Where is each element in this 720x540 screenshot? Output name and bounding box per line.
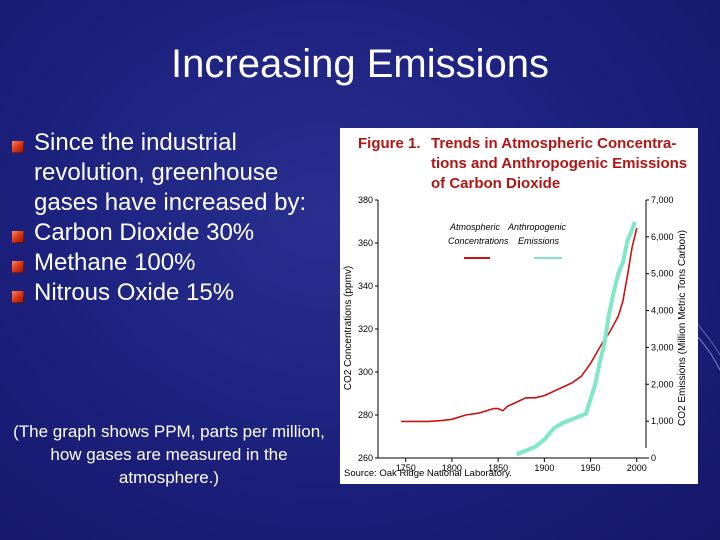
- bullet-item: Nitrous Oxide 15%: [8, 278, 338, 308]
- bullet-text: Carbon Dioxide 30%: [34, 219, 255, 246]
- figure-title-line-2: tions and Anthropogenic Emissions: [431, 155, 687, 172]
- series-line-concentrations: [401, 227, 638, 423]
- y-tick-label: 260: [358, 453, 373, 463]
- co2-figure: Figure 1. Trends in Atmospheric Concentr…: [340, 128, 698, 484]
- y2-tick-label: 7,000: [651, 195, 674, 205]
- y2-tick-label: 1,000: [651, 416, 674, 426]
- x-tick-label: 1900: [534, 463, 554, 473]
- y-tick-label: 360: [358, 238, 373, 248]
- y2-tick-label: 4,000: [651, 306, 674, 316]
- bullet-square-icon: [12, 261, 24, 273]
- bullet-text: Nitrous Oxide 15%: [34, 279, 235, 306]
- y-tick-label: 340: [358, 281, 373, 291]
- y2-tick-label: 6,000: [651, 232, 674, 242]
- x-tick-label: 2000: [627, 463, 647, 473]
- legend-title-2: Anthropogenic: [507, 222, 567, 232]
- y-tick-label: 320: [358, 324, 373, 334]
- data-lines: [401, 221, 638, 457]
- bullet-square-icon: [12, 231, 24, 243]
- co2-chart: Figure 1. Trends in Atmospheric Concentr…: [343, 135, 688, 479]
- y2-axis-label: CO2 Emissions (Million Metric Tons Carbo…: [677, 230, 688, 426]
- y-axis-label: CO2 Concentrations (ppmv): [343, 266, 354, 391]
- slide-title: Increasing Emissions: [171, 42, 549, 86]
- bullet-square-icon: [12, 291, 24, 303]
- bullet-item: Since the industrial revolution, greenho…: [8, 128, 338, 218]
- bullet-list: Since the industrial revolution, greenho…: [8, 128, 338, 308]
- bullet-text: Methane 100%: [34, 249, 196, 276]
- y2-tick-label: 5,000: [651, 269, 674, 279]
- x-tick-label: 1800: [442, 463, 462, 473]
- bullet-item: Methane 100%: [8, 248, 338, 278]
- legend-label-concentrations: Concentrations: [448, 236, 509, 246]
- y2-tick-label: 0: [651, 453, 656, 463]
- chart-legend: Atmospheric Anthropogenic Concentrations…: [448, 222, 567, 259]
- axis-ticks: 1750 1800 1850 1900 1950 2000 260 280 300 320 340 3…: [358, 195, 674, 473]
- y2-tick-label: 2,000: [651, 379, 674, 389]
- figure-title-line-1: Trends in Atmospheric Concentra-: [431, 135, 676, 152]
- x-tick-label: 1750: [396, 463, 416, 473]
- y-tick-label: 280: [358, 410, 373, 420]
- y-tick-label: 300: [358, 367, 373, 377]
- legend-title-1: Atmospheric: [449, 222, 501, 232]
- legend-label-emissions: Emissions: [518, 236, 560, 246]
- bullet-item: Carbon Dioxide 30%: [8, 218, 338, 248]
- bullet-text: Since the industrial revolution, greenho…: [34, 129, 307, 216]
- x-tick-label: 1850: [488, 463, 508, 473]
- chart-source: Source: Oak Ridge National Laboratory.: [344, 468, 512, 479]
- graph-caption: (The graph shows PPM, parts per million,…: [13, 422, 325, 487]
- series-line-emissions: [515, 221, 637, 457]
- x-tick-label: 1950: [581, 463, 601, 473]
- y2-tick-label: 3,000: [651, 342, 674, 352]
- y-tick-label: 380: [358, 195, 373, 205]
- bullet-square-icon: [12, 141, 24, 153]
- figure-title-line-3: of Carbon Dioxide: [431, 175, 560, 192]
- figure-label: Figure 1.: [358, 135, 421, 152]
